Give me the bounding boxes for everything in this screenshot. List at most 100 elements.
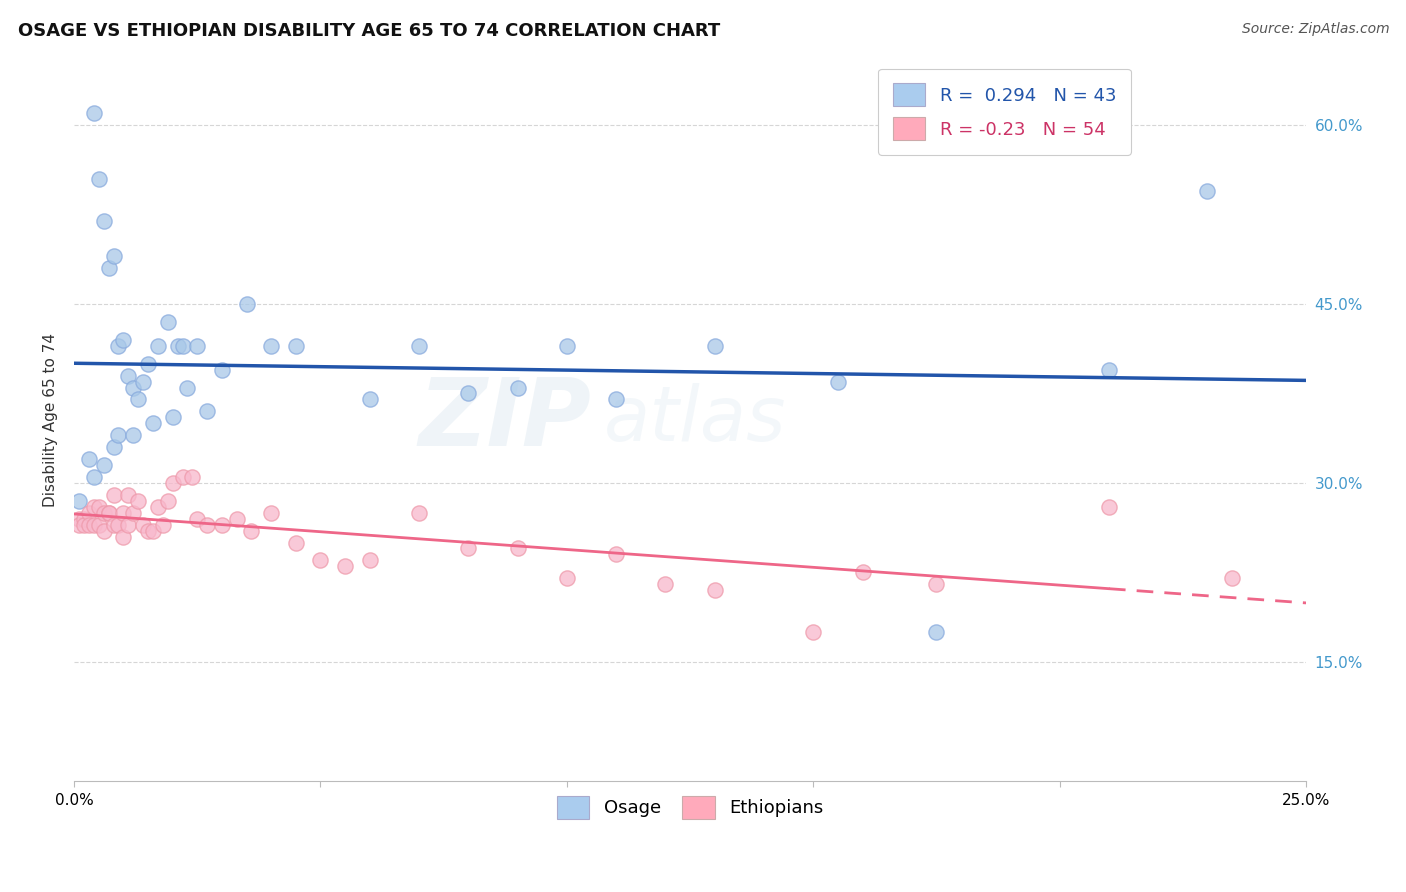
Point	[132, 517, 155, 532]
Point	[146, 339, 169, 353]
Point	[107, 339, 129, 353]
Point	[1220, 571, 1243, 585]
Point	[703, 339, 725, 353]
Y-axis label: Disability Age 65 to 74: Disability Age 65 to 74	[44, 334, 58, 508]
Point	[77, 452, 100, 467]
Point	[172, 470, 194, 484]
Point	[112, 333, 135, 347]
Point	[408, 339, 430, 353]
Point	[146, 500, 169, 514]
Point	[1098, 362, 1121, 376]
Point	[240, 524, 263, 538]
Point	[107, 428, 129, 442]
Point	[136, 524, 159, 538]
Point	[605, 392, 627, 407]
Point	[93, 458, 115, 472]
Point	[97, 506, 120, 520]
Point	[152, 517, 174, 532]
Point	[122, 428, 145, 442]
Point	[235, 297, 257, 311]
Point	[97, 261, 120, 276]
Point	[195, 404, 218, 418]
Point	[851, 566, 873, 580]
Point	[925, 624, 948, 639]
Point	[93, 524, 115, 538]
Point	[142, 524, 165, 538]
Point	[309, 553, 332, 567]
Point	[195, 517, 218, 532]
Point	[186, 511, 208, 525]
Point	[260, 339, 283, 353]
Point	[284, 535, 307, 549]
Point	[457, 386, 479, 401]
Point	[506, 380, 529, 394]
Point	[103, 517, 125, 532]
Point	[127, 493, 149, 508]
Point	[67, 493, 90, 508]
Point	[112, 530, 135, 544]
Point	[136, 357, 159, 371]
Point	[284, 339, 307, 353]
Point	[87, 517, 110, 532]
Point	[73, 517, 96, 532]
Point	[103, 488, 125, 502]
Point	[117, 517, 139, 532]
Point	[73, 511, 96, 525]
Point	[122, 506, 145, 520]
Text: atlas: atlas	[603, 384, 786, 458]
Point	[156, 493, 179, 508]
Point	[93, 213, 115, 227]
Point	[83, 517, 105, 532]
Point	[142, 417, 165, 431]
Point	[181, 470, 204, 484]
Point	[166, 339, 188, 353]
Text: ZIP: ZIP	[419, 375, 592, 467]
Point	[112, 506, 135, 520]
Point	[827, 375, 849, 389]
Point	[67, 517, 90, 532]
Point	[67, 511, 90, 525]
Point	[1098, 500, 1121, 514]
Point	[132, 375, 155, 389]
Point	[97, 506, 120, 520]
Point	[83, 470, 105, 484]
Point	[211, 362, 233, 376]
Point	[506, 541, 529, 556]
Point	[211, 517, 233, 532]
Point	[555, 339, 578, 353]
Point	[83, 500, 105, 514]
Point	[605, 548, 627, 562]
Point	[93, 506, 115, 520]
Point	[925, 577, 948, 591]
Point	[359, 392, 381, 407]
Point	[457, 541, 479, 556]
Point	[156, 315, 179, 329]
Point	[107, 517, 129, 532]
Point	[77, 517, 100, 532]
Point	[162, 410, 184, 425]
Point	[408, 506, 430, 520]
Point	[162, 475, 184, 490]
Point	[654, 577, 676, 591]
Point	[127, 392, 149, 407]
Point	[1197, 184, 1219, 198]
Point	[186, 339, 208, 353]
Point	[117, 368, 139, 383]
Point	[103, 249, 125, 263]
Point	[77, 506, 100, 520]
Point	[83, 106, 105, 120]
Point	[87, 500, 110, 514]
Text: OSAGE VS ETHIOPIAN DISABILITY AGE 65 TO 74 CORRELATION CHART: OSAGE VS ETHIOPIAN DISABILITY AGE 65 TO …	[18, 22, 720, 40]
Point	[359, 553, 381, 567]
Point	[333, 559, 356, 574]
Point	[176, 380, 198, 394]
Point	[117, 488, 139, 502]
Point	[260, 506, 283, 520]
Point	[225, 511, 247, 525]
Point	[172, 339, 194, 353]
Point	[122, 380, 145, 394]
Point	[87, 171, 110, 186]
Point	[801, 624, 824, 639]
Legend: Osage, Ethiopians: Osage, Ethiopians	[550, 789, 831, 826]
Text: Source: ZipAtlas.com: Source: ZipAtlas.com	[1241, 22, 1389, 37]
